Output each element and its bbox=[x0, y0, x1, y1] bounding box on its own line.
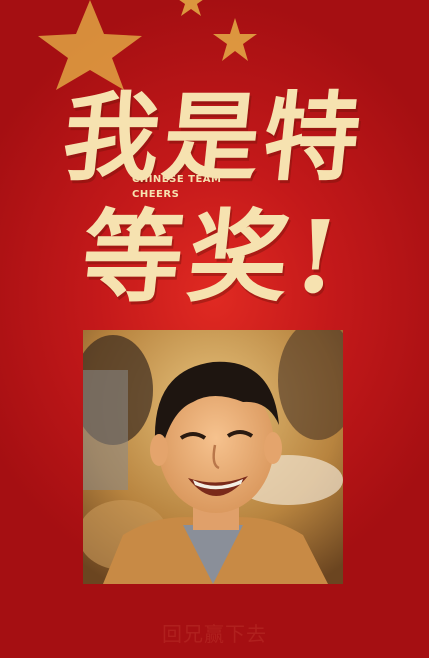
headline-line-2: 等奖! bbox=[76, 198, 351, 316]
portrait-photo bbox=[83, 330, 343, 584]
footer-text: 回兄赢下去 bbox=[162, 622, 267, 646]
tagline-line-1: CHINESE TEAM bbox=[132, 174, 222, 185]
portrait-illustration bbox=[83, 330, 343, 584]
small-star-icon bbox=[179, 0, 203, 16]
tagline-line-2: CHEERS bbox=[132, 189, 180, 200]
stars-decoration bbox=[0, 0, 429, 160]
tagline: CHINESE TEAM CHEERS bbox=[132, 172, 272, 202]
small-star-icon bbox=[213, 18, 257, 61]
large-star-icon bbox=[38, 0, 142, 90]
